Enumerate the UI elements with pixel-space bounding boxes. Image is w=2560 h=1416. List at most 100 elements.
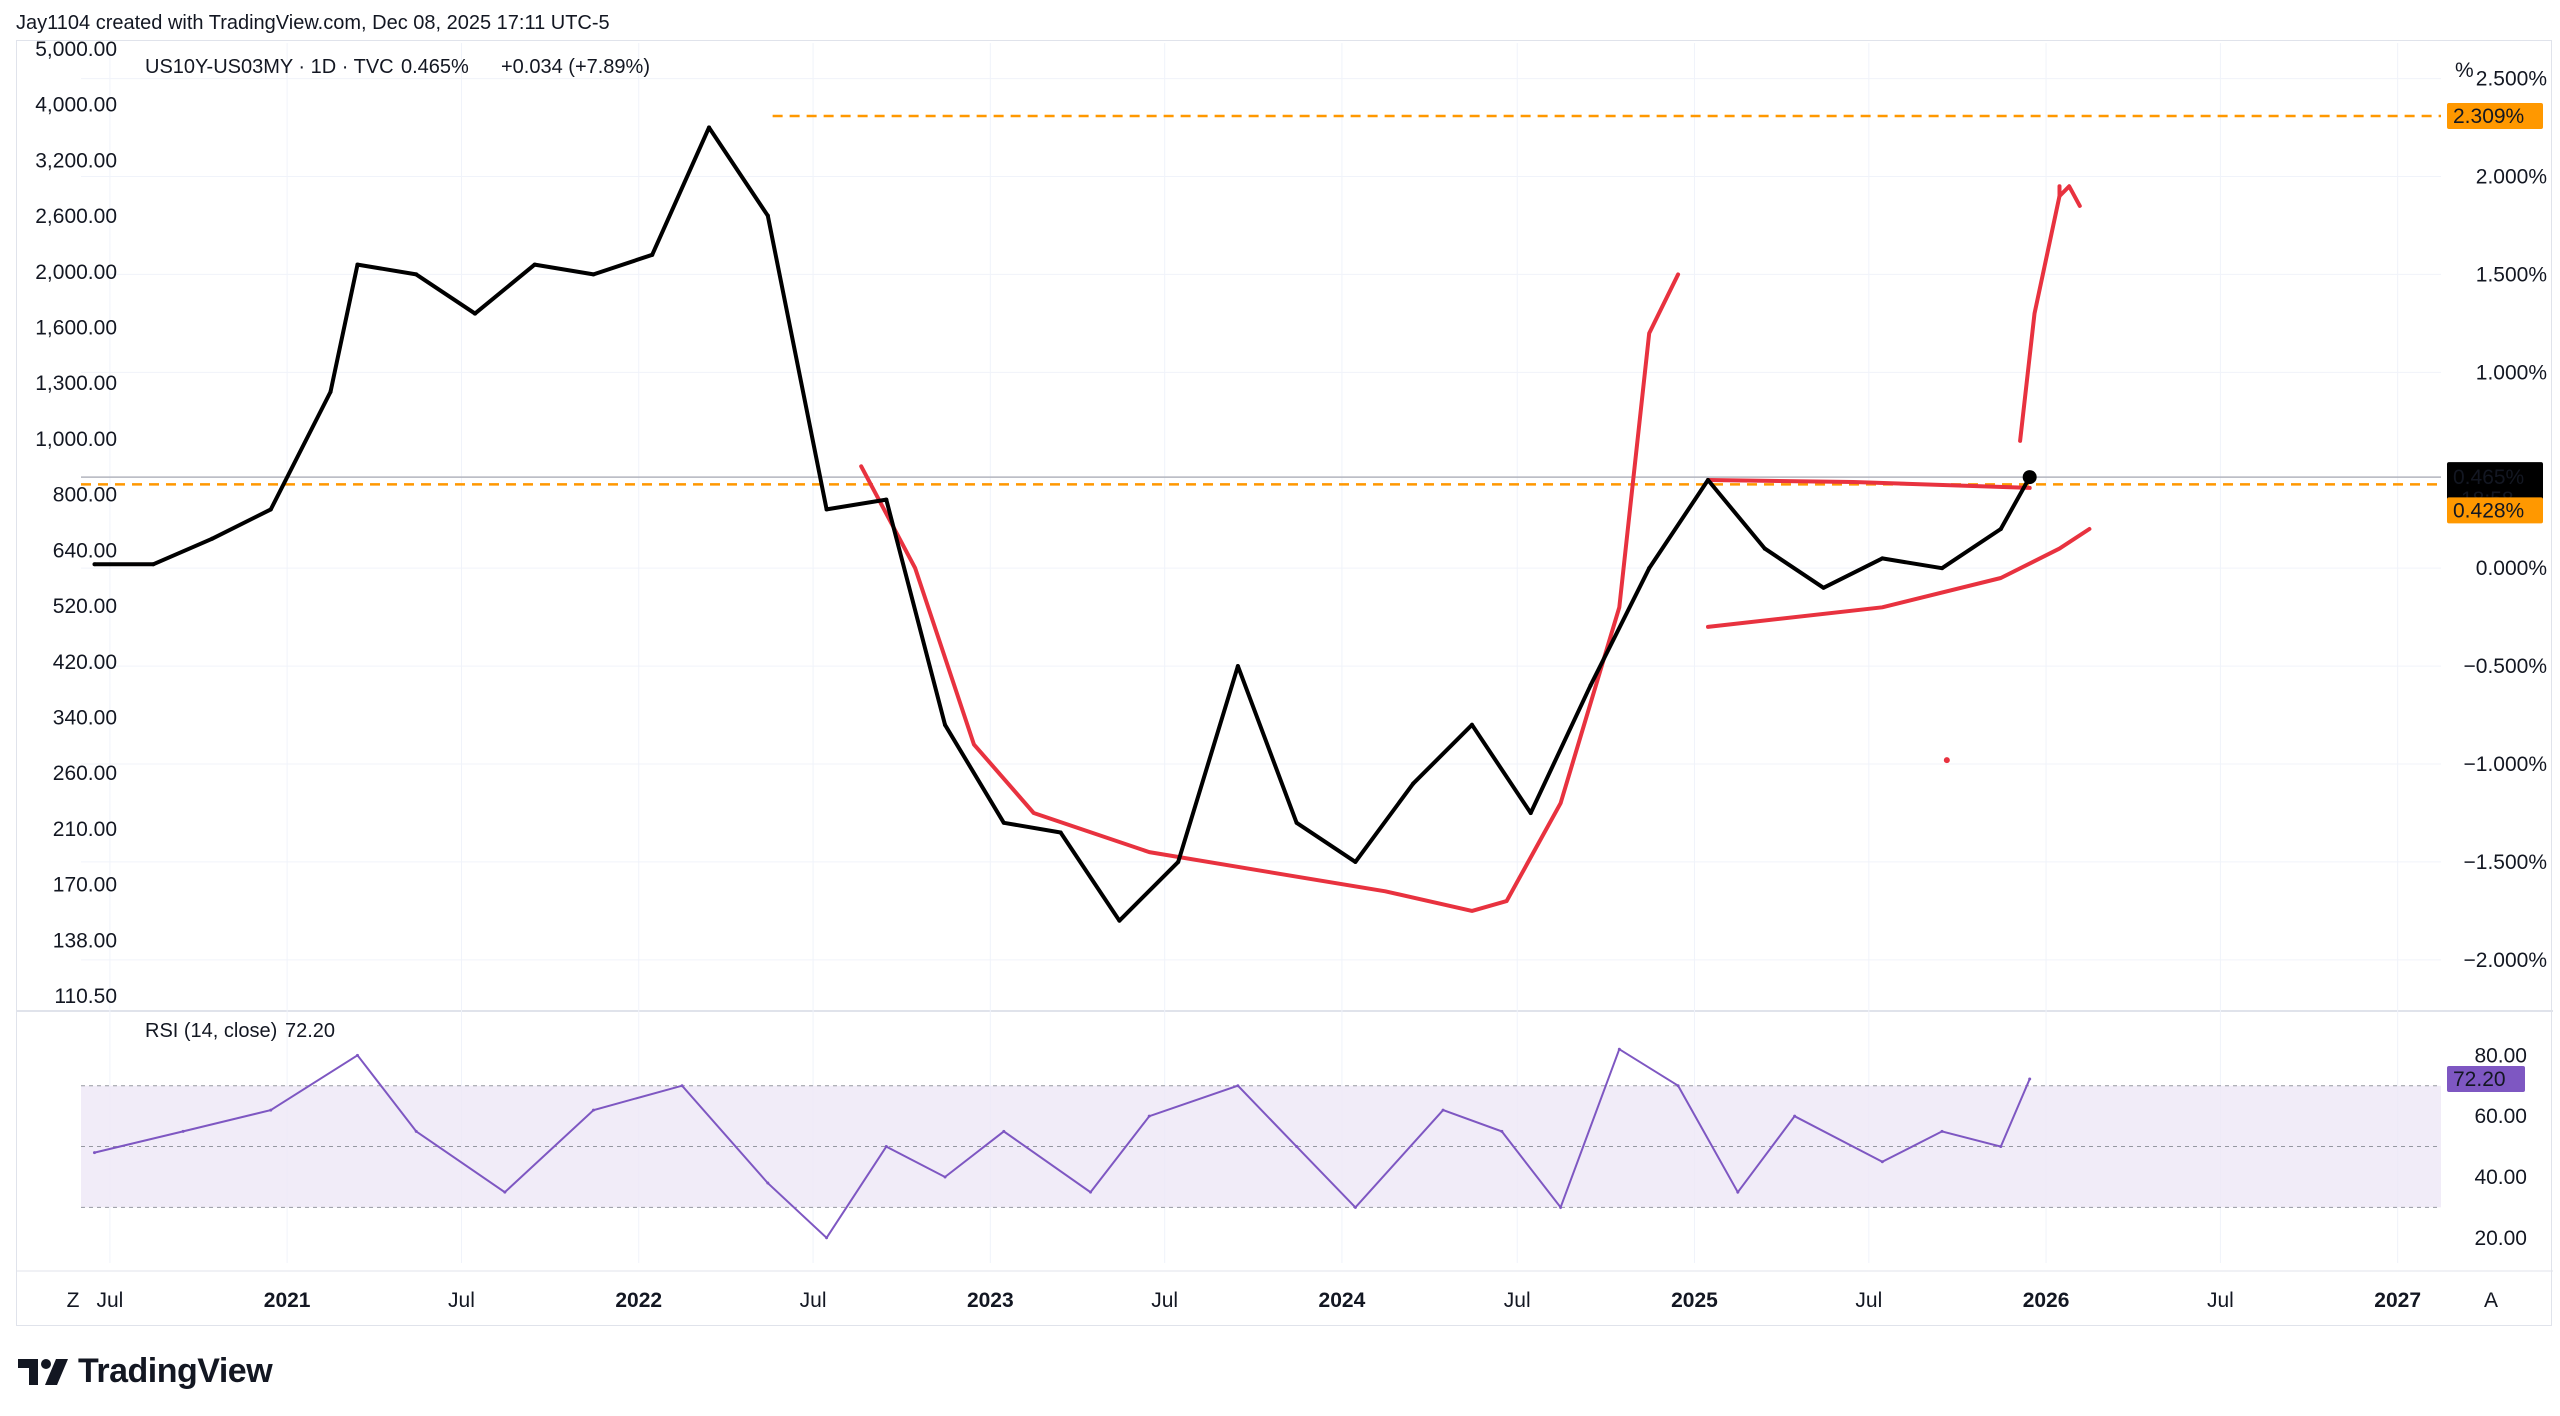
price-point	[1880, 556, 1885, 561]
price-point	[1001, 820, 1006, 825]
horizontal-lines	[81, 114, 2441, 486]
right-axis-tick: 1.500%	[2476, 263, 2547, 286]
chart-canvas[interactable]: 5,000.00 4,000.00 3,200.00 2,600.00 2,000.00…	[17, 41, 2553, 1327]
legend-change: +0.034 (+7.89%)	[501, 56, 650, 78]
time-axis-tick: 2026	[2023, 1289, 2070, 1312]
rsi-point	[1793, 1114, 1797, 1118]
left-axis-tick: 210.00	[53, 818, 117, 841]
last-price-dot	[2022, 470, 2037, 485]
price-point	[328, 389, 333, 394]
left-axis-tick: 170.00	[53, 874, 117, 897]
price-point	[943, 722, 948, 727]
resistance-annotation	[1706, 478, 2032, 490]
left-axis-tick: 420.00	[53, 651, 117, 674]
left-axis-tick: 800.00	[53, 484, 117, 507]
rsi-point	[825, 1236, 829, 1240]
tradingview-logo[interactable]: TradingView	[18, 1352, 273, 1391]
rsi-point	[1147, 1114, 1151, 1118]
rsi-point	[1295, 1145, 1299, 1149]
price-point	[268, 507, 273, 512]
breakout-arrow	[2018, 184, 2062, 443]
right-axis-tick: −1.000%	[2464, 753, 2548, 776]
rsi-axis-tick: 80.00	[2474, 1044, 2527, 1067]
price-point	[414, 272, 419, 277]
right-axis-tick: −2.000%	[2464, 949, 2548, 972]
legend-rsi-value: 72.20	[285, 1020, 335, 1042]
rsi-point	[766, 1181, 770, 1185]
grid	[17, 43, 2553, 1272]
left-axis-tick: 5,000.00	[35, 41, 117, 61]
price-point	[1235, 664, 1240, 669]
left-axis-tick: 3,200.00	[35, 149, 117, 172]
left-axis-tick: 260.00	[53, 762, 117, 785]
left-axis-tick: 640.00	[53, 539, 117, 562]
price-point	[210, 536, 215, 541]
time-axis-tick: 2021	[264, 1289, 311, 1312]
chart-credit: Jay1104 created with TradingView.com, De…	[16, 12, 610, 34]
price-label-support-line: 0.428%	[2453, 499, 2524, 522]
price-point	[1353, 859, 1358, 864]
rsi-point	[1441, 1108, 1445, 1112]
price-label-current: 0.465%	[2453, 466, 2524, 489]
right-axis-tick: 2.500%	[2476, 68, 2547, 91]
right-axis-tick: 2.000%	[2476, 166, 2547, 189]
price-point	[707, 125, 712, 130]
price-label-support-line-bg	[2447, 497, 2543, 524]
rsi-point	[591, 1108, 595, 1112]
price-point	[884, 497, 889, 502]
support-annotation	[1706, 527, 2092, 629]
price-point	[1588, 683, 1593, 688]
price-point	[1647, 566, 1652, 571]
time-axis-tick: Jul	[1504, 1289, 1531, 1312]
legend: US10Y-US03MY · 1D · TVC 0.465% +0.034 (+7.…	[145, 56, 650, 1042]
price-point	[1821, 585, 1826, 590]
rsi-point	[1559, 1205, 1563, 1209]
price-point	[824, 507, 829, 512]
auto-toggle-label: A	[2484, 1289, 2498, 1312]
time-axis-tick: Jul	[96, 1289, 123, 1312]
price-point	[151, 562, 156, 567]
left-axis-tick: 1,600.00	[35, 317, 117, 340]
rsi-point	[1089, 1190, 1093, 1194]
time-axis-tick: 2024	[1319, 1289, 1366, 1312]
breakout-arrow-head	[2057, 184, 2082, 208]
price-point	[532, 262, 537, 267]
time-axis-tick: Jul	[1151, 1289, 1178, 1312]
time-axis-tick: 2023	[967, 1289, 1014, 1312]
price-label-rsi-bg	[2447, 1066, 2525, 1093]
price-point	[1176, 859, 1181, 864]
price-point	[1117, 918, 1122, 923]
rsi-point	[884, 1145, 888, 1149]
price-label-top-line: 2.309%	[2453, 105, 2524, 128]
price-point	[1469, 722, 1474, 727]
right-axis-tick: −1.500%	[2464, 851, 2548, 874]
right-axis-tick: −0.500%	[2464, 655, 2548, 678]
time-axis-tick: Jul	[448, 1289, 475, 1312]
rsi-point	[1353, 1205, 1357, 1209]
axes: 5,000.00 4,000.00 3,200.00 2,600.00 2,000.00…	[35, 41, 2547, 1312]
price-point	[765, 213, 770, 218]
price-point	[1940, 566, 1945, 571]
rsi-axis-tick: 60.00	[2474, 1105, 2527, 1128]
price-point	[1705, 478, 1710, 483]
left-axis-tick: 138.00	[53, 929, 117, 952]
price-point	[92, 562, 97, 567]
legend-last-value: 0.465%	[401, 56, 469, 78]
rsi-point	[1736, 1190, 1740, 1194]
left-axis-tick: 1,000.00	[35, 428, 117, 451]
rsi-axis-tick: 40.00	[2474, 1166, 2527, 1189]
annotation-dot	[1943, 757, 1950, 764]
rsi-pane	[81, 1047, 2441, 1240]
legend-rsi-label: RSI (14, close)	[145, 1020, 277, 1042]
rsi-point	[943, 1175, 947, 1179]
rsi-point	[269, 1108, 273, 1112]
drawing-annotations	[859, 184, 2092, 913]
time-axis-tick: Jul	[800, 1289, 827, 1312]
time-axis-tick: 2027	[2374, 1289, 2421, 1312]
rsi-point	[1999, 1145, 2003, 1149]
chart-frame[interactable]: 5,000.00 4,000.00 3,200.00 2,600.00 2,000.00…	[16, 40, 2553, 1327]
price-point	[355, 262, 360, 267]
price-point	[1762, 546, 1767, 551]
left-axis-tick: 2,600.00	[35, 205, 117, 228]
price-labels: 2.309%0.465%18:580.428%72.20	[2447, 102, 2543, 1093]
